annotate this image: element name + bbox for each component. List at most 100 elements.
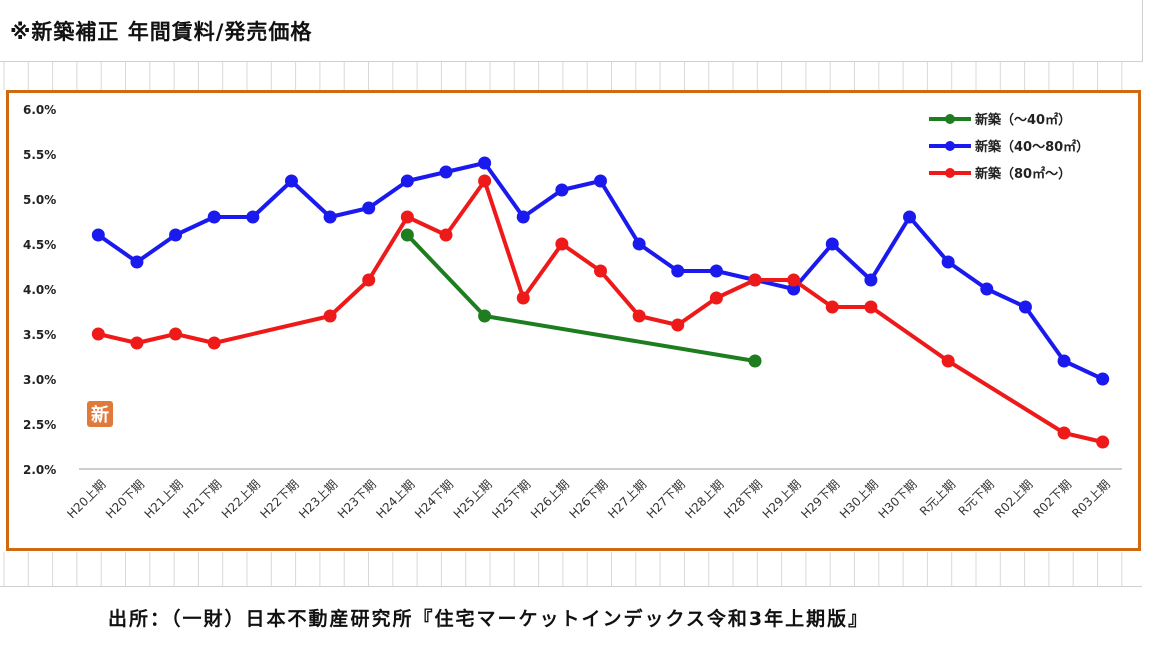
series-line-3 bbox=[97, 179, 1104, 444]
data-point bbox=[903, 210, 917, 224]
y-tick-label: 5.5% bbox=[23, 148, 56, 162]
data-point bbox=[207, 210, 221, 224]
data-point bbox=[555, 183, 569, 197]
y-tick-label: 3.0% bbox=[23, 373, 56, 387]
data-point bbox=[787, 273, 801, 287]
legend-label-2: 新築（40～80㎡） bbox=[975, 139, 1089, 155]
data-point bbox=[246, 210, 260, 224]
data-point bbox=[362, 273, 376, 287]
x-tick-label: H20上期 bbox=[64, 477, 108, 521]
series-line-1 bbox=[405, 233, 756, 363]
data-point bbox=[594, 174, 607, 188]
data-point bbox=[980, 282, 994, 296]
page-title: ※新築補正 年間賃料/発売価格 bbox=[10, 20, 313, 44]
data-point bbox=[400, 174, 414, 188]
data-point bbox=[91, 327, 105, 341]
data-point bbox=[516, 291, 530, 305]
data-point bbox=[787, 282, 801, 296]
y-axis: 6.0% 5.5% 5.0% 4.5% 4.0% 3.5% 3.0% 2.5% 2.0% bbox=[23, 103, 1122, 477]
data-point bbox=[941, 354, 955, 368]
data-point bbox=[864, 273, 878, 287]
data-point bbox=[1057, 354, 1071, 368]
x-tick-label: R03上期 bbox=[1069, 477, 1113, 521]
data-point bbox=[941, 255, 955, 269]
series-lines bbox=[91, 156, 1110, 449]
data-point bbox=[1096, 435, 1110, 449]
x-axis: H20上期H20下期H21上期H21下期H22上期H22下期H23上期H23下期… bbox=[64, 477, 1112, 521]
x-tick-label: H22下期 bbox=[258, 477, 302, 521]
data-point bbox=[400, 210, 414, 224]
data-point bbox=[1057, 426, 1071, 440]
legend: 新築（～40㎡） 新築（40～80㎡） 新築（80㎡～） bbox=[929, 112, 1089, 182]
data-point bbox=[169, 327, 183, 341]
x-tick-label: H20下期 bbox=[103, 477, 147, 521]
data-point bbox=[169, 228, 183, 242]
data-point bbox=[594, 264, 607, 278]
data-point bbox=[323, 210, 337, 224]
x-tick-label: H30下期 bbox=[876, 477, 920, 521]
y-tick-label: 5.0% bbox=[23, 193, 56, 207]
data-point bbox=[632, 309, 646, 323]
y-tick-label: 2.5% bbox=[23, 418, 56, 432]
x-tick-label: H23上期 bbox=[296, 477, 340, 521]
legend-marker-3 bbox=[945, 168, 955, 178]
data-point bbox=[130, 336, 144, 350]
data-point bbox=[748, 273, 762, 287]
legend-marker-1 bbox=[945, 114, 955, 124]
y-tick-label: 4.5% bbox=[23, 238, 56, 252]
data-point bbox=[825, 237, 839, 251]
data-point bbox=[478, 174, 492, 188]
x-tick-label: R元下期 bbox=[956, 477, 997, 518]
footer-divider bbox=[0, 586, 1142, 587]
x-tick-label: H28上期 bbox=[682, 477, 726, 521]
x-tick-label: H23下期 bbox=[335, 477, 379, 521]
source-note: 出所：（一財）日本不動産研究所『住宅マーケットインデックス令和3年上期版』 bbox=[108, 608, 870, 630]
x-tick-label: H21下期 bbox=[180, 477, 224, 521]
data-point bbox=[671, 318, 685, 332]
x-tick-label: H22上期 bbox=[219, 477, 263, 521]
data-point bbox=[516, 210, 530, 224]
y-tick-label: 3.5% bbox=[23, 328, 56, 342]
y-tick-label: 4.0% bbox=[23, 283, 56, 297]
x-tick-label: H28下期 bbox=[721, 477, 765, 521]
title-divider bbox=[0, 61, 1142, 62]
data-point bbox=[825, 300, 839, 314]
data-point bbox=[709, 264, 723, 278]
data-point bbox=[323, 309, 337, 323]
x-tick-label: R元上期 bbox=[917, 477, 958, 518]
data-point bbox=[632, 237, 646, 251]
spreadsheet-grid-top bbox=[3, 62, 1123, 90]
data-point bbox=[439, 165, 453, 179]
data-point bbox=[555, 237, 569, 251]
data-point bbox=[400, 228, 414, 242]
x-tick-label: R02下期 bbox=[1031, 477, 1075, 521]
data-point bbox=[478, 156, 492, 170]
data-point bbox=[362, 201, 376, 215]
data-point bbox=[864, 300, 878, 314]
x-tick-label: H27下期 bbox=[644, 477, 688, 521]
legend-marker-2 bbox=[945, 141, 955, 151]
chart-frame: 6.0% 5.5% 5.0% 4.5% 4.0% 3.5% 3.0% 2.5% 2.0% H20… bbox=[6, 90, 1141, 551]
line-chart: 6.0% 5.5% 5.0% 4.5% 4.0% 3.5% 3.0% 2.5% 2.0% H20… bbox=[23, 103, 1122, 521]
x-tick-label: H21上期 bbox=[142, 477, 186, 521]
x-tick-label: H30上期 bbox=[837, 477, 881, 521]
x-tick-label: H24上期 bbox=[373, 477, 417, 521]
x-tick-label: H26下期 bbox=[567, 477, 611, 521]
data-point bbox=[671, 264, 685, 278]
x-tick-label: H26上期 bbox=[528, 477, 572, 521]
x-tick-label: H27上期 bbox=[605, 477, 649, 521]
data-point bbox=[1018, 300, 1032, 314]
x-tick-label: H25下期 bbox=[489, 477, 533, 521]
title-side-divider bbox=[1142, 0, 1143, 62]
data-point bbox=[284, 174, 298, 188]
x-tick-label: H29上期 bbox=[760, 477, 804, 521]
data-point bbox=[91, 228, 105, 242]
legend-label-3: 新築（80㎡～） bbox=[975, 166, 1071, 182]
new-badge: 新 bbox=[87, 401, 113, 427]
x-tick-label: H24下期 bbox=[412, 477, 456, 521]
data-point bbox=[478, 309, 492, 323]
data-point bbox=[439, 228, 453, 242]
data-point bbox=[207, 336, 221, 350]
data-point bbox=[748, 354, 762, 368]
spreadsheet-grid-bottom bbox=[3, 552, 1123, 586]
